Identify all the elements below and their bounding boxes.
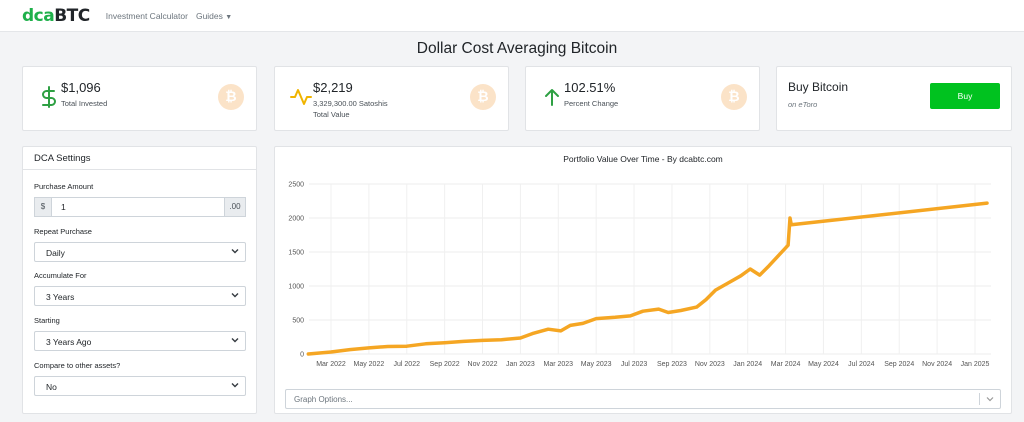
- x-tick-label: May 2022: [354, 361, 385, 368]
- arrow-up-icon: [545, 89, 559, 106]
- dollar-icon: [42, 86, 56, 108]
- repeat-purchase-label: Repeat Purchase: [34, 227, 92, 236]
- chevron-down-icon: ▼: [225, 13, 233, 21]
- total-value-label: Total Value: [313, 110, 350, 119]
- percent-change-label: Percent Change: [564, 99, 619, 108]
- percent-change-value: 102.51%: [564, 80, 616, 95]
- chart-panel: Portfolio Value Over Time - By dcabtc.co…: [274, 146, 1012, 414]
- total-invested-label: Total Invested: [61, 99, 108, 108]
- y-tick-label: 2000: [288, 216, 304, 223]
- nav-link-guides-label: Guides: [195, 10, 223, 21]
- y-tick-label: 500: [292, 318, 304, 325]
- dca-settings-panel: DCA Settings Purchase Amount $ .00 Repea…: [22, 146, 257, 414]
- chevron-down-icon: [231, 383, 239, 388]
- page-title: Dollar Cost Averaging Bitcoin: [416, 40, 618, 57]
- purchase-amount-label: Purchase Amount: [34, 182, 94, 191]
- x-tick-label: Nov 2022: [468, 361, 498, 368]
- accumulate-for-select[interactable]: 3 Years: [34, 286, 246, 306]
- x-tick-label: Sep 2024: [884, 361, 914, 368]
- total-invested-value: $1,096: [61, 80, 101, 95]
- x-tick-label: Mar 2023: [544, 361, 574, 368]
- x-tick-label: Jul 2024: [848, 361, 875, 368]
- buy-bitcoin-title: Buy Bitcoin: [788, 80, 849, 94]
- logo-part-btc: BTC: [54, 5, 90, 26]
- chevron-down-icon: [986, 397, 994, 402]
- portfolio-value-line: [306, 201, 989, 356]
- buy-button[interactable]: Buy: [930, 83, 1000, 109]
- repeat-purchase-value: Daily: [46, 248, 65, 258]
- buy-bitcoin-subtitle: on eToro: [788, 100, 818, 109]
- currency-prefix: $: [34, 197, 52, 217]
- repeat-purchase-select[interactable]: Daily: [34, 242, 246, 262]
- x-tick-label: Jan 2025: [961, 361, 990, 368]
- satoshis-value: 3,329,300.00 Satoshis: [313, 99, 388, 108]
- x-tick-label: Sep 2023: [657, 361, 687, 368]
- stat-card-percent-change: 102.51% Percent Change ₿: [525, 66, 760, 131]
- compare-assets-value: No: [46, 382, 57, 392]
- portfolio-value-chart: 0 500 1000 1500 2000 2500 Mar 2022 May 2022 Jul …: [288, 182, 991, 368]
- compare-assets-label: Compare to other assets?: [34, 361, 121, 370]
- starting-label: Starting: [34, 316, 60, 325]
- x-tick-label: Jan 2023: [506, 361, 535, 368]
- nav-link-investment-calculator[interactable]: Investment Calculator: [105, 10, 188, 21]
- accumulate-for-label: Accumulate For: [34, 271, 87, 280]
- chart-title: Portfolio Value Over Time - By dcabtc.co…: [563, 154, 723, 164]
- graph-options-select[interactable]: Graph Options...: [285, 389, 1001, 409]
- y-tick-label: 0: [300, 352, 304, 359]
- starting-value: 3 Years Ago: [46, 337, 92, 347]
- navbar: dcaBTC Investment Calculator Guides ▼: [0, 0, 1024, 32]
- y-tick-label: 1500: [288, 250, 304, 257]
- x-tick-label: Jul 2023: [621, 361, 648, 368]
- graph-options-separator: [979, 393, 980, 405]
- activity-icon: [290, 89, 312, 105]
- x-tick-label: Mar 2024: [771, 361, 801, 368]
- bitcoin-icon: ₿: [470, 84, 496, 110]
- buy-bitcoin-card: Buy Bitcoin on eToro Buy: [776, 66, 1012, 131]
- dca-settings-title: DCA Settings: [23, 147, 256, 170]
- amount-suffix: .00: [224, 197, 246, 217]
- compare-assets-select[interactable]: No: [34, 376, 246, 396]
- x-tick-label: May 2023: [581, 361, 612, 368]
- logo[interactable]: dcaBTC: [22, 6, 90, 26]
- y-tick-label: 1000: [288, 284, 304, 291]
- nav-link-guides[interactable]: Guides ▼: [196, 11, 232, 21]
- y-tick-label: 2500: [288, 182, 304, 189]
- x-tick-label: Nov 2023: [695, 361, 725, 368]
- starting-select[interactable]: 3 Years Ago: [34, 331, 246, 351]
- purchase-amount-input[interactable]: [52, 197, 224, 217]
- chevron-down-icon: [231, 338, 239, 343]
- chevron-down-icon: [231, 249, 239, 254]
- stat-card-total-value: $2,219 3,329,300.00 Satoshis Total Value…: [274, 66, 509, 131]
- x-tick-label: May 2024: [808, 361, 839, 368]
- x-tick-label: Jan 2024: [733, 361, 762, 368]
- x-tick-label: Nov 2024: [922, 361, 952, 368]
- bitcoin-icon: ₿: [218, 84, 244, 110]
- bitcoin-icon: ₿: [721, 84, 747, 110]
- total-value-value: $2,219: [313, 80, 353, 95]
- x-tick-label: Mar 2022: [316, 361, 346, 368]
- stat-card-total-invested: $1,096 Total Invested ₿: [22, 66, 257, 131]
- logo-part-dca: dca: [22, 5, 55, 26]
- x-tick-label: Jul 2022: [394, 361, 421, 368]
- chevron-down-icon: [231, 293, 239, 298]
- x-tick-label: Sep 2022: [430, 361, 460, 368]
- accumulate-for-value: 3 Years: [46, 292, 75, 302]
- graph-options-placeholder: Graph Options...: [294, 395, 353, 404]
- purchase-amount-group: $ .00: [34, 197, 246, 217]
